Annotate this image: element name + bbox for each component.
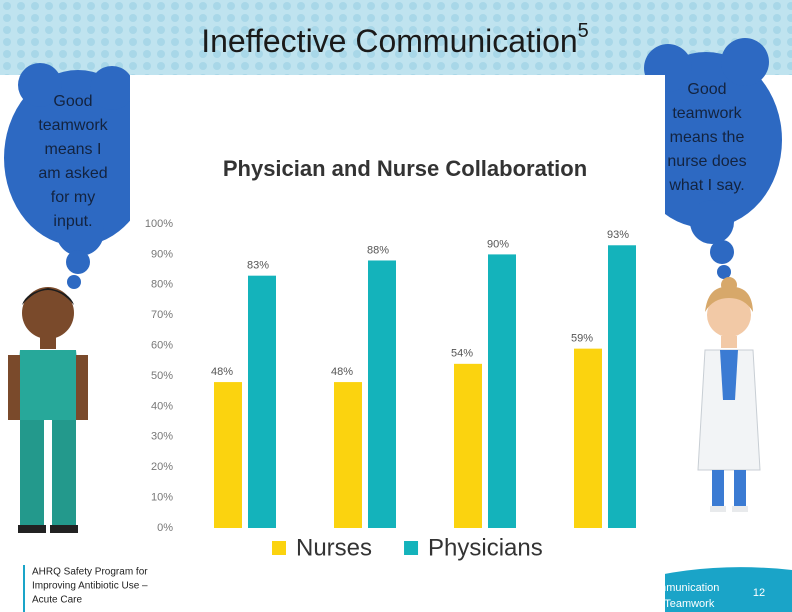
bar <box>334 382 362 528</box>
bubble-text: am asked <box>38 165 107 182</box>
y-tick-label: 70% <box>151 309 173 321</box>
value-label: 48% <box>211 366 233 378</box>
left-thought-bubble <box>4 63 152 289</box>
y-tick-label: 10% <box>151 492 173 504</box>
page-number: 12 <box>753 587 765 599</box>
bar <box>608 245 636 528</box>
y-tick-label: 40% <box>151 400 173 412</box>
legend-swatch <box>272 541 286 555</box>
bar <box>368 260 396 528</box>
legend-label: Nurses <box>296 534 372 561</box>
slide-title: Ineffective Communication5 <box>201 20 589 59</box>
bubble-text: Good <box>53 93 92 110</box>
y-tick-label: 20% <box>151 461 173 473</box>
value-label: 93% <box>607 229 629 241</box>
legend-label: Physicians <box>428 534 543 561</box>
footer-text: Communication <box>643 582 719 594</box>
bubble-text: means the <box>670 129 745 146</box>
y-tick-label: 100% <box>145 218 173 230</box>
footer-text: Acute Care <box>32 595 82 606</box>
bubble-text: means I <box>45 141 102 158</box>
footer-text: and Teamwork <box>643 598 715 610</box>
value-label: 59% <box>571 333 593 345</box>
bubble-text: Good <box>687 81 726 98</box>
doctor-figure <box>697 277 761 512</box>
y-tick-label: 0% <box>157 522 173 534</box>
bubble-text: input. <box>53 213 92 230</box>
bar <box>488 254 516 528</box>
chart-title: Physician and Nurse Collaboration <box>223 156 587 181</box>
value-label: 48% <box>331 366 353 378</box>
footer-text: Improving Antibiotic Use – <box>32 581 148 592</box>
bar <box>574 348 602 528</box>
bubble-text: what I say. <box>668 177 744 194</box>
y-tick-label: 30% <box>151 431 173 443</box>
legend-swatch <box>404 541 419 555</box>
bubble-text: teamwork <box>672 105 742 122</box>
y-tick-label: 50% <box>151 370 173 382</box>
value-label: 90% <box>487 238 509 250</box>
value-label: 83% <box>247 260 269 272</box>
footer-text: AHRQ Safety Program for <box>32 567 148 578</box>
y-tick-label: 90% <box>151 248 173 260</box>
bubble-text: nurse does <box>667 153 746 170</box>
value-label: 54% <box>451 348 473 360</box>
bubble-text: teamwork <box>38 117 108 134</box>
nurse-figure <box>8 287 88 533</box>
bar <box>454 363 482 528</box>
bar <box>214 382 242 528</box>
value-label: 88% <box>367 244 389 256</box>
y-tick-label: 80% <box>151 279 173 291</box>
bubble-text: for my <box>51 189 95 206</box>
y-tick-label: 60% <box>151 340 173 352</box>
bar <box>248 275 276 528</box>
